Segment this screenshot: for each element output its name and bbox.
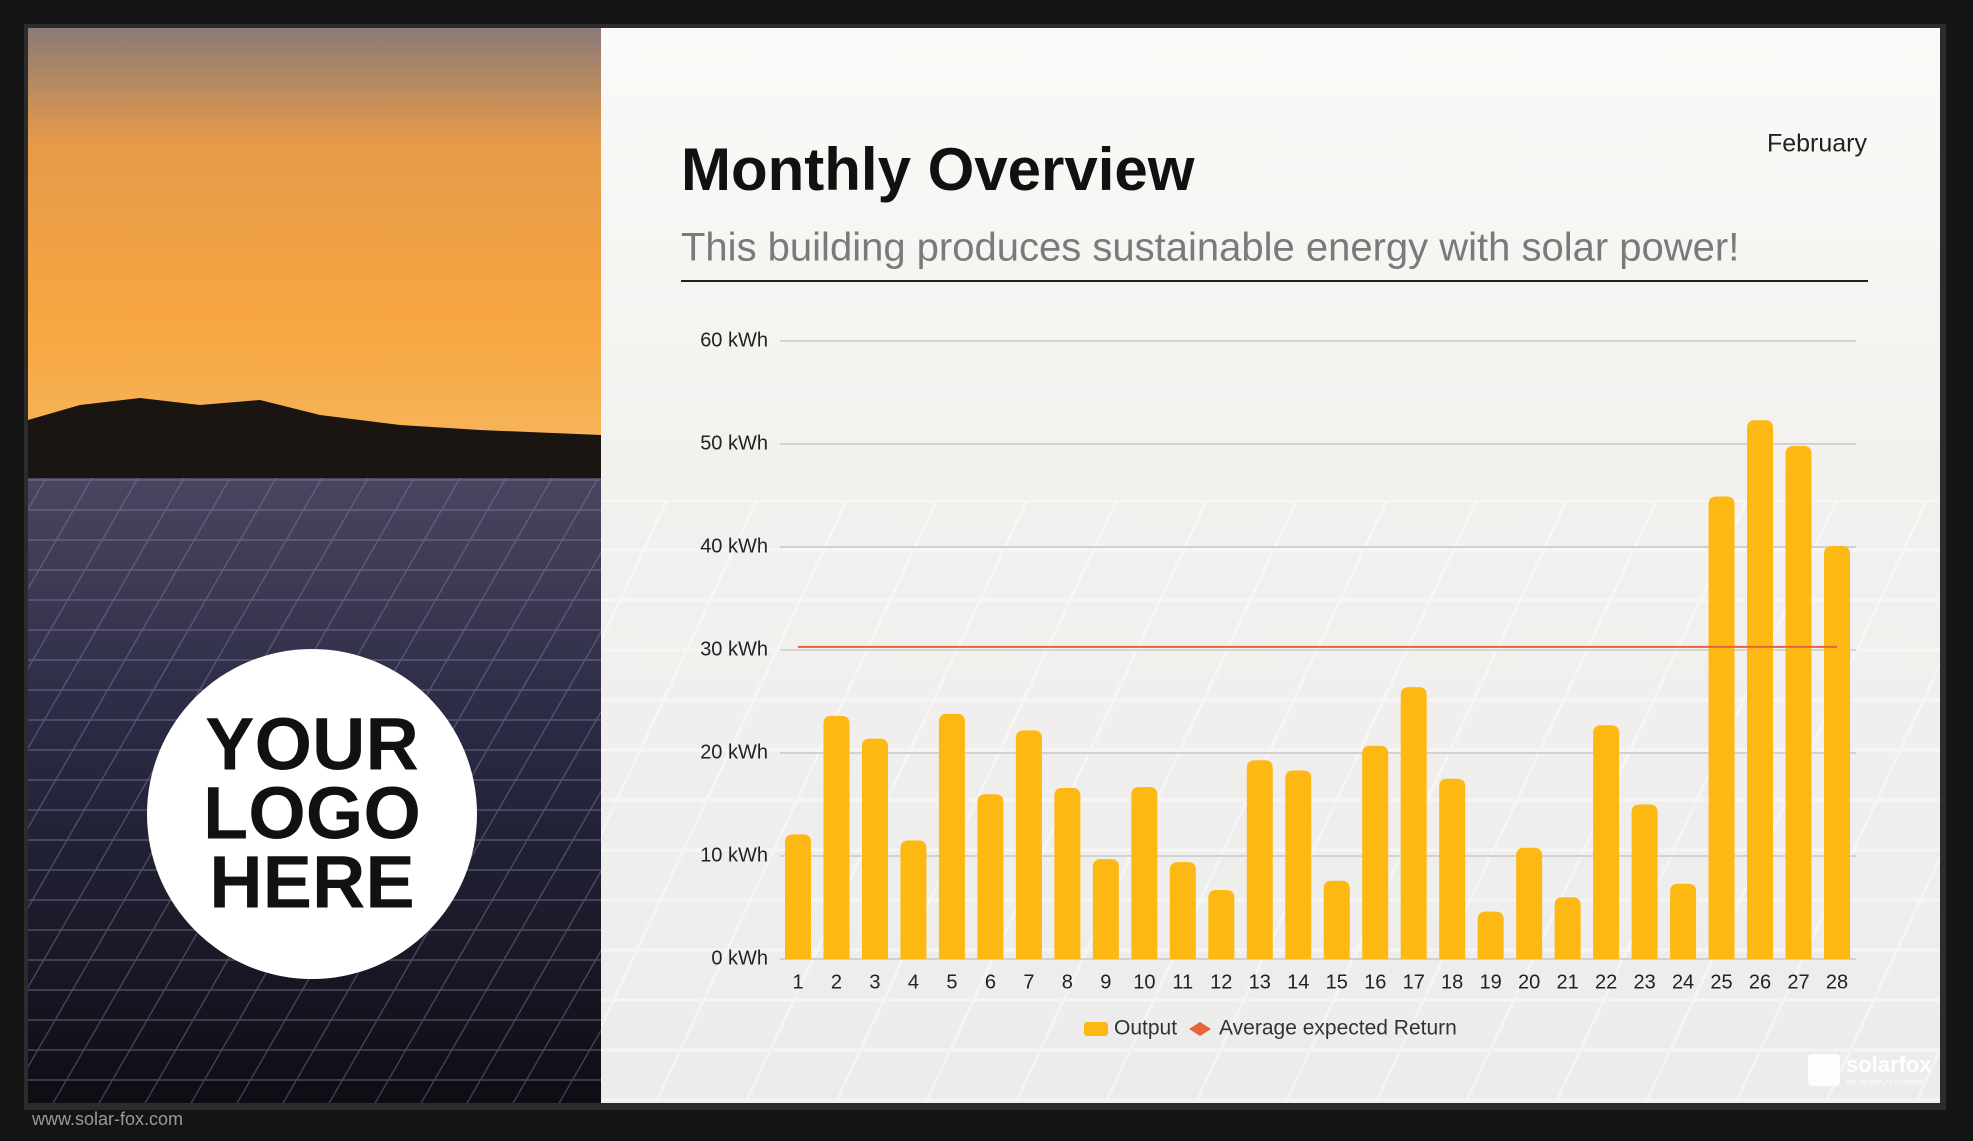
subtitle: This building produces sustainable energ…: [681, 226, 1739, 270]
x-tick-label: 19: [1480, 971, 1502, 993]
x-tick-label: 11: [1172, 971, 1193, 993]
brand-tagline: SOLAR DISPLAY SYSTEMS: [1846, 1081, 1923, 1087]
bar: [1554, 897, 1581, 959]
logo-text: HERE: [209, 841, 415, 924]
bar: [1208, 889, 1235, 959]
y-tick-label: 60 kWh: [700, 329, 768, 351]
bar: [823, 715, 850, 959]
x-tick-label: 26: [1749, 971, 1771, 993]
bar: [1169, 862, 1196, 959]
y-tick-label: 10 kWh: [700, 844, 768, 866]
x-tick-label: 20: [1518, 971, 1540, 993]
bar: [1246, 760, 1273, 959]
legend-swatch: [1084, 1022, 1108, 1036]
bar: [938, 713, 965, 959]
bar: [1015, 730, 1042, 959]
legend-label: Average expected Return: [1219, 1017, 1457, 1040]
x-tick-label: 18: [1441, 971, 1463, 993]
x-tick-label: 14: [1287, 971, 1309, 993]
bar: [861, 738, 888, 959]
x-tick-label: 2: [831, 971, 842, 993]
treeline: [28, 398, 601, 478]
bar: [785, 834, 811, 959]
x-tick-label: 5: [946, 971, 957, 993]
logo-text: YOUR: [205, 703, 419, 786]
y-tick-label: 40 kWh: [700, 535, 768, 557]
bar: [1516, 847, 1543, 959]
x-tick-label: 3: [869, 971, 880, 993]
x-tick-label: 15: [1326, 971, 1348, 993]
logo-circle: [147, 649, 477, 979]
bar: [1631, 804, 1658, 959]
y-tick-label: 20 kWh: [700, 741, 768, 763]
x-tick-label: 21: [1557, 971, 1579, 993]
x-tick-label: 17: [1403, 971, 1425, 993]
url: www.solar-fox.com: [31, 1109, 183, 1129]
bar: [1323, 880, 1350, 959]
period: February: [1767, 130, 1868, 158]
y-tick-label: 30 kWh: [700, 638, 768, 660]
bar: [1131, 786, 1158, 959]
bar: [1362, 745, 1389, 959]
bar: [1400, 687, 1427, 959]
brand-icon: [1808, 1054, 1840, 1086]
bar: [1824, 545, 1850, 959]
bar: [1054, 788, 1081, 959]
x-tick-label: 23: [1633, 971, 1655, 993]
bar: [1593, 725, 1620, 959]
bar: [1439, 778, 1466, 959]
x-tick-label: 6: [985, 971, 996, 993]
x-tick-label: 10: [1133, 971, 1155, 993]
bar: [1285, 770, 1312, 959]
y-tick-label: 50 kWh: [700, 432, 768, 454]
x-tick-label: 8: [1062, 971, 1073, 993]
legend-label: Output: [1114, 1017, 1177, 1040]
bar: [977, 794, 1004, 959]
logo-text: LOGO: [203, 772, 421, 855]
x-tick-label: 27: [1787, 971, 1809, 993]
bar: [900, 840, 927, 959]
chart: 0 kWh 10 kWh 20 kWh 30 kWh 40 kWh 50 kWh 60 kW…: [700, 329, 1856, 1040]
x-tick-label: 9: [1100, 971, 1111, 993]
bar: [1708, 496, 1735, 959]
legend-swatch: [1189, 1022, 1212, 1036]
x-tick-label: 22: [1595, 971, 1617, 993]
x-tick-label: 1: [792, 971, 803, 993]
x-tick-label: 28: [1826, 971, 1848, 993]
bar: [1477, 911, 1504, 959]
bar: [1747, 420, 1774, 959]
bar: [1670, 883, 1697, 959]
bar: [1785, 446, 1812, 959]
title: Monthly Overview: [681, 136, 1195, 203]
x-tick-label: 16: [1364, 971, 1386, 993]
x-tick-label: 12: [1210, 971, 1232, 993]
brand-name: solarfox: [1846, 1052, 1932, 1077]
x-tick-label: 7: [1023, 971, 1034, 993]
x-tick-label: 13: [1249, 971, 1271, 993]
bar: [1092, 859, 1119, 959]
y-tick-label: 0 kWh: [711, 947, 768, 969]
x-tick-label: 25: [1710, 971, 1732, 993]
x-tick-label: 4: [908, 971, 919, 993]
x-tick-label: 24: [1672, 971, 1694, 993]
